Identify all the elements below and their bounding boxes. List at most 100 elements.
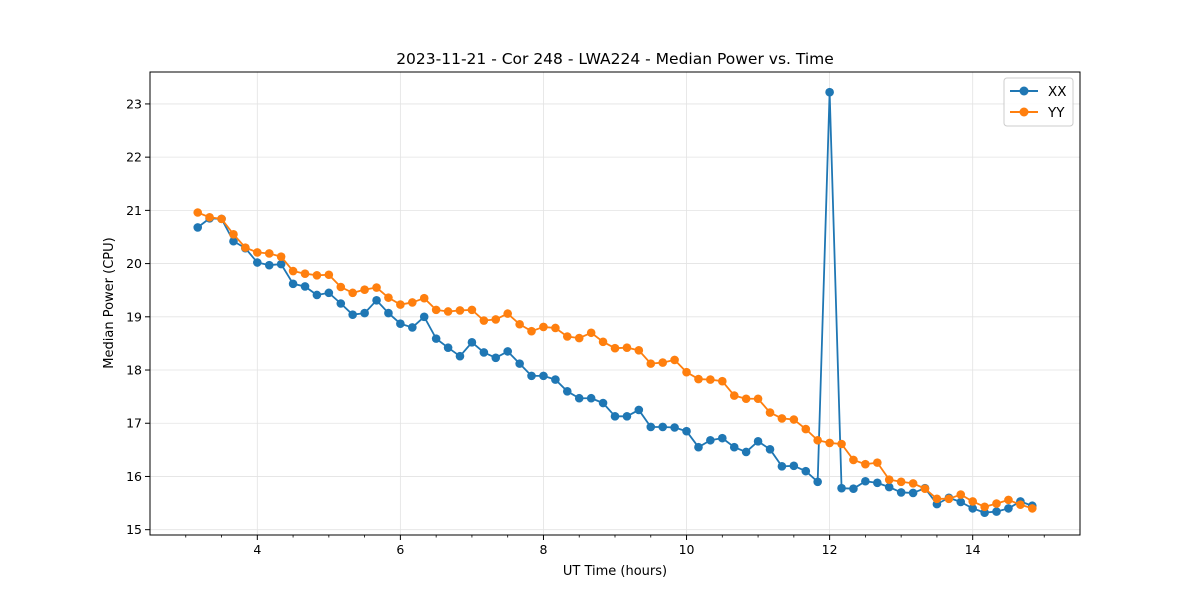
- data-point-xx: [682, 426, 691, 436]
- data-point-yy: [455, 306, 465, 315]
- data-point-yy: [205, 212, 214, 222]
- data-point-xx: [658, 422, 668, 432]
- data-point-xx: [753, 437, 763, 446]
- series-layer: [193, 87, 1037, 517]
- data-point-xx: [479, 348, 489, 357]
- data-point-yy: [896, 477, 906, 487]
- data-point-yy: [622, 343, 632, 352]
- data-point-yy: [718, 376, 727, 386]
- x-tick-label: 6: [396, 542, 404, 557]
- data-point-xx: [992, 507, 1001, 516]
- data-point-yy: [396, 300, 405, 309]
- data-point-yy: [1004, 495, 1013, 505]
- data-point-yy: [324, 270, 334, 280]
- x-tick-label: 12: [822, 542, 838, 557]
- y-tick-label: 21: [126, 203, 142, 218]
- data-point-yy: [777, 414, 787, 423]
- data-point-xx: [586, 393, 596, 403]
- data-point-xx: [467, 338, 477, 347]
- data-point-yy: [503, 309, 512, 318]
- data-point-yy: [944, 494, 954, 504]
- data-point-yy: [229, 230, 238, 239]
- y-tick-label: 19: [126, 309, 142, 324]
- data-point-yy: [908, 479, 918, 488]
- data-point-yy: [479, 316, 489, 325]
- data-point-xx: [741, 447, 751, 457]
- data-point-yy: [706, 375, 715, 384]
- data-point-yy: [217, 214, 226, 224]
- data-point-yy: [443, 307, 453, 316]
- data-point-xx: [729, 442, 739, 452]
- data-point-yy: [980, 502, 989, 512]
- data-point-yy: [360, 285, 369, 294]
- data-point-xx: [861, 476, 870, 486]
- data-point-xx: [694, 442, 703, 452]
- y-axis-label: Median Power (CPU): [102, 237, 117, 368]
- data-point-xx: [551, 375, 560, 384]
- data-point-xx: [527, 371, 536, 381]
- data-point-xx: [598, 398, 608, 408]
- data-point-yy: [253, 248, 262, 257]
- data-point-yy: [574, 333, 584, 343]
- data-point-yy: [801, 424, 811, 434]
- data-point-yy: [670, 355, 679, 365]
- data-point-yy: [789, 415, 799, 424]
- y-tick-label: 18: [126, 363, 142, 378]
- data-point-xx: [884, 482, 894, 492]
- data-point-yy: [837, 439, 846, 449]
- data-point-xx: [264, 260, 274, 270]
- data-point-yy: [765, 408, 775, 417]
- data-point-yy: [694, 374, 703, 384]
- data-point-yy: [551, 323, 560, 333]
- data-point-xx: [789, 461, 799, 471]
- data-point-xx: [622, 412, 632, 421]
- x-tick-label: 4: [253, 542, 261, 557]
- legend-marker-yy: [1019, 107, 1029, 117]
- data-point-xx: [193, 223, 203, 232]
- data-point-xx: [562, 387, 572, 396]
- data-point-xx: [348, 310, 357, 319]
- data-point-yy: [539, 322, 548, 332]
- data-point-yy: [312, 270, 322, 280]
- data-point-xx: [765, 445, 775, 454]
- data-point-xx: [801, 466, 811, 476]
- data-point-xx: [491, 353, 501, 363]
- ticks: 4 6 8 10 12 14 15 16 17 18 19 20 21 22 23: [126, 96, 1045, 557]
- y-tick-label: 20: [126, 256, 142, 271]
- data-point-yy: [264, 249, 274, 258]
- data-point-yy: [562, 332, 572, 341]
- data-point-yy: [336, 282, 346, 292]
- data-point-xx: [431, 334, 441, 343]
- x-tick-label: 14: [965, 542, 981, 557]
- data-point-xx: [336, 299, 346, 308]
- x-tick-label: 10: [679, 542, 695, 557]
- y-tick-label: 16: [126, 469, 142, 484]
- data-point-yy: [300, 269, 310, 278]
- data-point-xx: [670, 423, 679, 432]
- data-point-xx: [384, 308, 393, 318]
- data-point-yy: [193, 208, 203, 217]
- data-point-xx: [324, 288, 334, 298]
- data-point-yy: [491, 315, 501, 324]
- data-point-xx: [837, 483, 846, 493]
- data-point-xx: [312, 290, 322, 300]
- data-point-yy: [276, 252, 286, 261]
- data-point-xx: [646, 422, 656, 432]
- data-point-xx: [706, 435, 715, 445]
- data-point-yy: [598, 337, 608, 347]
- data-point-xx: [372, 296, 381, 305]
- data-point-xx: [956, 497, 966, 507]
- y-tick-label: 15: [126, 522, 142, 537]
- data-point-yy: [431, 305, 441, 315]
- data-point-xx: [396, 319, 405, 329]
- x-tick-label: 8: [539, 542, 547, 557]
- data-point-xx: [455, 351, 465, 361]
- data-point-yy: [586, 328, 596, 338]
- data-point-xx: [539, 371, 548, 381]
- data-point-yy: [813, 435, 822, 445]
- x-axis-label: UT Time (hours): [563, 564, 667, 579]
- data-point-yy: [729, 391, 739, 400]
- data-point-xx: [276, 259, 286, 269]
- chart-title: 2023-11-21 - Cor 248 - LWA224 - Median P…: [396, 50, 834, 68]
